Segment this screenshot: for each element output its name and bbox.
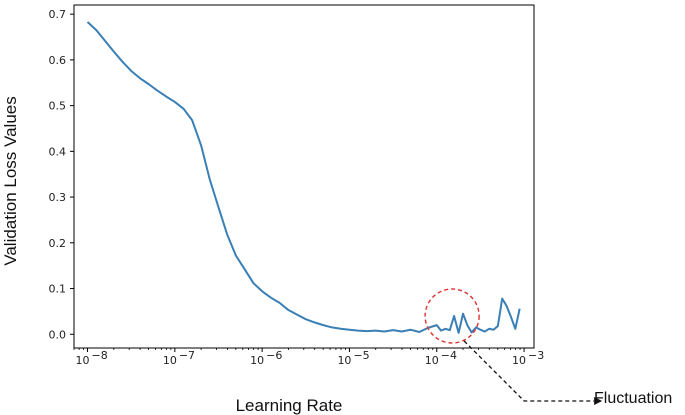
x-tick-exp-2: −6 [266,349,282,362]
y-tick-label-2: 0.2 [49,237,67,250]
series-line-0 [86,21,521,334]
fluctuation-label: Fluctuation [594,390,672,407]
x-tick-label-1: 10 [163,354,177,367]
y-tick-label-7: 0.7 [49,8,67,21]
x-tick-label-4: 10 [425,354,439,367]
fluctuation-arrowhead [594,396,603,405]
y-tick-label-1: 0.1 [49,283,67,296]
y-tick-label-4: 0.4 [49,145,67,158]
fluctuation-circle [424,288,480,344]
x-tick-label-5: 10 [512,354,526,367]
y-tick-label-5: 0.5 [49,100,67,113]
y-axis-label: Validation Loss Values [1,96,20,265]
x-tick-exp-3: −5 [353,349,369,362]
annotation-layer [424,288,603,405]
x-tick-exp-4: −4 [441,349,457,362]
x-tick-label-2: 10 [250,354,264,367]
x-axis-label: Learning Rate [236,396,343,415]
x-tick-label-3: 10 [337,354,351,367]
plot-frame [73,4,535,349]
fluctuation-arrow [463,340,595,402]
y-tick-label-3: 0.3 [49,191,67,204]
x-tick-exp-0: −8 [92,349,108,362]
x-tick-label-0: 10 [76,354,90,367]
x-tick-exp-1: −7 [179,349,195,362]
tick-layer: 0.00.10.20.30.40.50.60.710 −8 10 −7 10 −6 10 −5… [49,4,544,367]
plot-layer [86,21,521,334]
x-tick-exp-5: −3 [528,349,544,362]
y-tick-label-6: 0.6 [49,54,67,67]
y-tick-label-0: 0.0 [49,328,67,341]
